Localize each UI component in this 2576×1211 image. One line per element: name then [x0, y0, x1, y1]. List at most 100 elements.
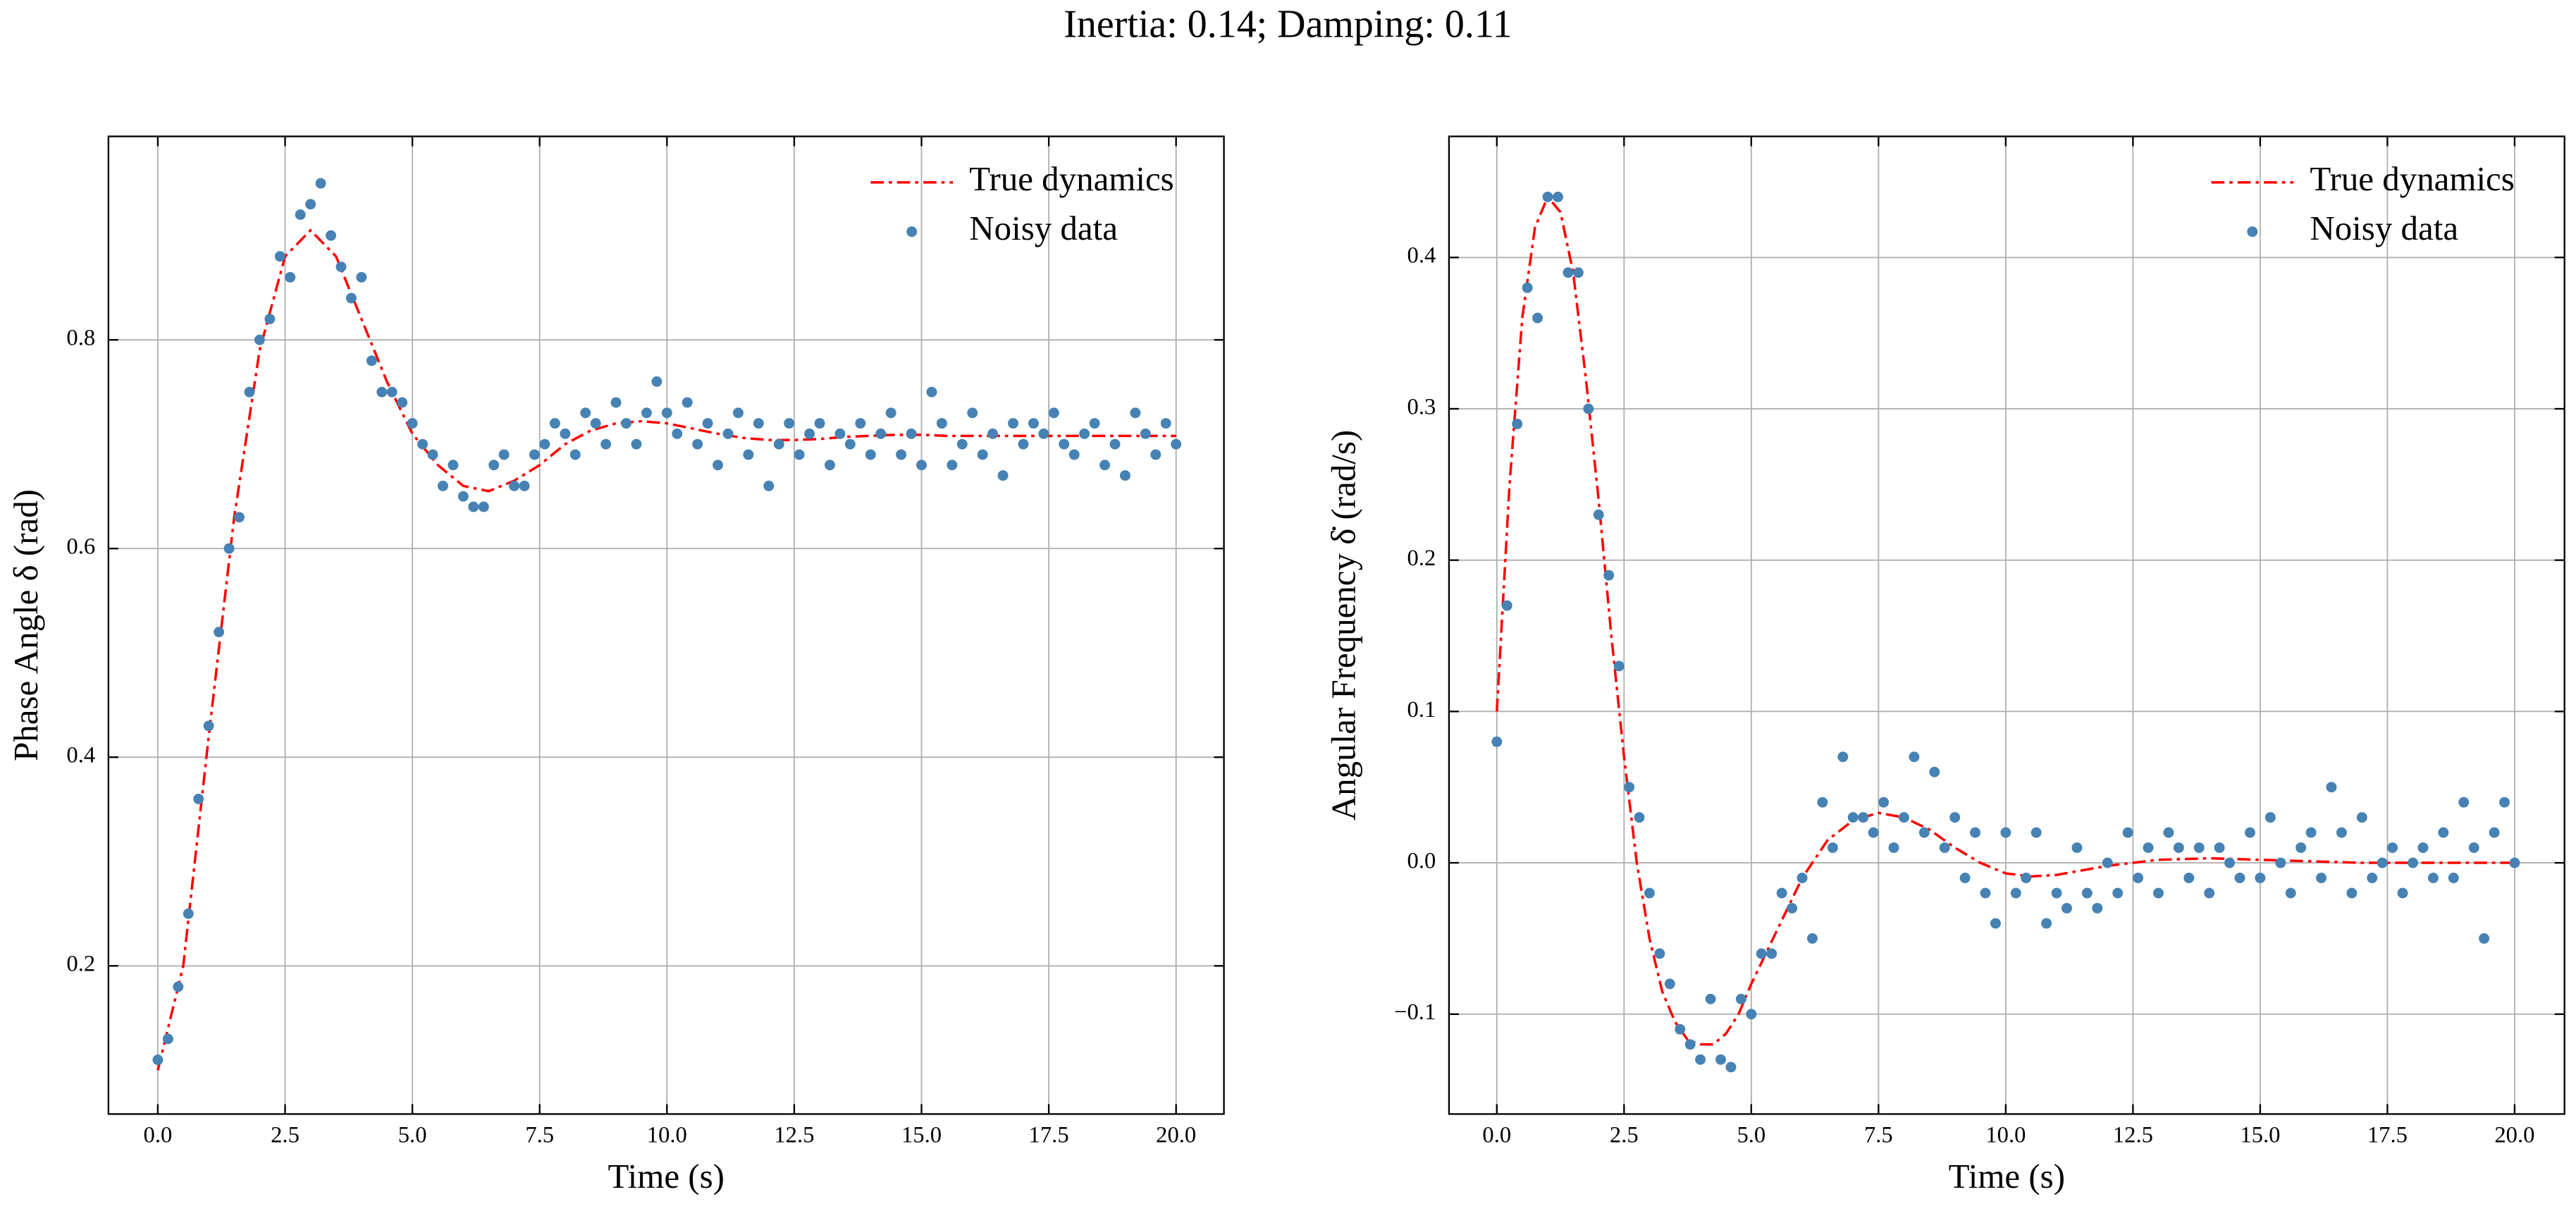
x-tick-label: 10.0 — [1985, 1123, 2026, 1148]
scatter-point — [2468, 842, 2479, 854]
scatter-point — [295, 209, 306, 220]
legend-label: True dynamics — [2310, 159, 2514, 198]
scatter-point — [2102, 857, 2113, 868]
scatter-point — [437, 480, 448, 491]
scatter-point — [1746, 1009, 1757, 1020]
scatter-point — [539, 438, 550, 450]
x-tick-label: 17.5 — [1029, 1123, 1069, 1148]
scatter-point — [875, 428, 887, 439]
scatter-point — [1583, 403, 1594, 414]
y-axis-label: Angular Frequency δ̇ (rad/s) — [1324, 430, 1363, 820]
scatter-point — [1837, 751, 1849, 763]
scatter-point — [2408, 857, 2418, 868]
scatter-point — [814, 418, 825, 429]
scatter-point — [1644, 887, 1655, 899]
scatter-point — [1990, 918, 2001, 929]
scatter-point — [1705, 993, 1716, 1004]
scatter-point — [977, 449, 988, 460]
scatter-point — [1171, 438, 1182, 450]
scatter-point — [1018, 438, 1029, 450]
scatter-point — [987, 428, 999, 439]
y-axis-label: Phase Angle δ (rad) — [6, 489, 45, 761]
x-tick-label: 15.0 — [901, 1123, 942, 1148]
scatter-point — [600, 438, 612, 450]
plot-frame — [1448, 135, 2565, 1115]
scatter-point — [2326, 782, 2337, 793]
scatter-point — [1572, 267, 1584, 278]
x-tick-label: 20.0 — [2494, 1123, 2534, 1148]
legend-marker — [2247, 226, 2258, 238]
scatter-point — [661, 407, 672, 419]
scatter-point — [2255, 873, 2266, 883]
scatter-point — [162, 1033, 173, 1045]
scatter-point — [1109, 438, 1121, 450]
scatter-point — [956, 438, 968, 450]
scatter-point — [274, 251, 285, 262]
x-tick-label: 20.0 — [1156, 1123, 1196, 1148]
scatter-point — [519, 480, 530, 491]
scatter-point — [1160, 418, 1171, 429]
scatter-point — [2183, 873, 2195, 883]
scatter-point — [2438, 827, 2449, 838]
scatter-point — [1909, 751, 1920, 763]
scatter-point — [631, 438, 642, 450]
scatter-point — [590, 418, 601, 429]
scatter-point — [1939, 842, 1950, 854]
scatter-point — [2030, 827, 2042, 838]
scatter-point — [254, 334, 265, 345]
y-tick-label: 0.0 — [1407, 849, 1436, 874]
scatter-point — [834, 428, 846, 439]
scatter-point — [223, 543, 235, 554]
scatter-point — [763, 480, 775, 491]
scatter-point — [2173, 842, 2184, 854]
scatter-point — [2224, 857, 2236, 868]
scatter-point — [1847, 812, 1859, 823]
scatter-point — [916, 460, 927, 471]
scatter-point — [549, 418, 560, 429]
scatter-point — [2021, 873, 2032, 883]
scatter-point — [1068, 449, 1080, 460]
scatter-point — [967, 407, 978, 419]
scatter-point — [1878, 797, 1890, 808]
scatter-point — [672, 428, 683, 439]
scatter-point — [732, 407, 744, 419]
scatter-point — [1695, 1054, 1706, 1065]
scatter-point — [2143, 842, 2154, 854]
x-tick-label: 5.0 — [1737, 1123, 1765, 1148]
scatter-point — [2458, 797, 2470, 808]
legend-label: Noisy data — [2310, 209, 2458, 247]
scatter-point — [2316, 873, 2327, 883]
plot-frame — [107, 135, 1225, 1115]
scatter-point — [825, 460, 835, 471]
scatter-point — [498, 449, 510, 460]
scatter-point — [509, 480, 520, 491]
scatter-point — [1725, 1062, 1737, 1073]
scatter-point — [926, 386, 937, 398]
scatter-point — [1735, 993, 1746, 1004]
scatter-point — [2295, 842, 2307, 854]
scatter-point — [203, 720, 214, 732]
scatter-point — [2285, 887, 2296, 899]
x-tick-label: 2.5 — [271, 1123, 300, 1148]
scatter-point — [2305, 827, 2317, 838]
scatter-point — [244, 386, 255, 398]
scatter-point — [2264, 812, 2276, 823]
scatter-point — [1501, 600, 1512, 611]
y-tick-label: 0.6 — [66, 534, 95, 560]
scatter-point — [2133, 873, 2144, 883]
scatter-point — [1522, 282, 1533, 293]
y-tick-label: 0.3 — [1407, 394, 1436, 419]
scatter-point — [1008, 418, 1018, 429]
x-tick-label: 12.5 — [2113, 1123, 2153, 1148]
scatter-point — [621, 418, 631, 429]
scatter-point — [2336, 827, 2347, 838]
scatter-point — [1542, 191, 1553, 202]
scatter-point — [2112, 887, 2124, 899]
x-tick-label: 15.0 — [2240, 1123, 2280, 1148]
scatter-point — [1715, 1054, 1726, 1065]
scatter-point — [2122, 827, 2133, 838]
scatter-point — [457, 491, 469, 502]
scatter-point — [1119, 470, 1130, 481]
scatter-point — [1827, 842, 1838, 854]
x-tick-label: 5.0 — [398, 1123, 427, 1148]
